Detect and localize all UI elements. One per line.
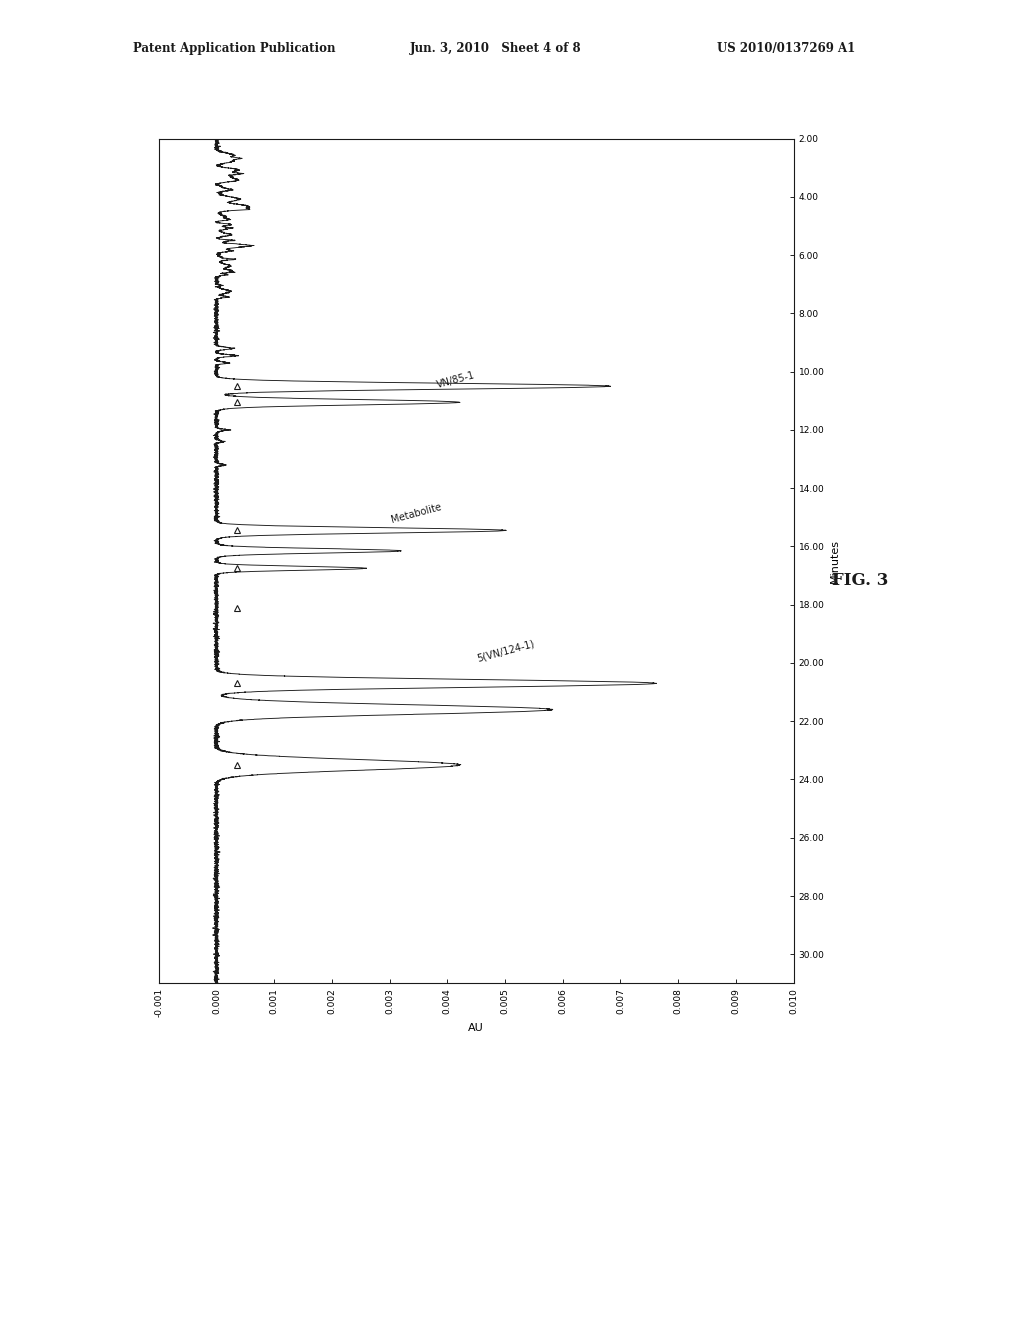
- Text: FIG. 3: FIG. 3: [831, 573, 889, 589]
- Text: US 2010/0137269 A1: US 2010/0137269 A1: [717, 42, 855, 55]
- Text: Patent Application Publication: Patent Application Publication: [133, 42, 336, 55]
- Text: VN/85-1: VN/85-1: [436, 371, 476, 391]
- Y-axis label: Minutes: Minutes: [829, 539, 840, 583]
- Text: 5(VN/124-1): 5(VN/124-1): [476, 639, 536, 664]
- Text: Jun. 3, 2010   Sheet 4 of 8: Jun. 3, 2010 Sheet 4 of 8: [410, 42, 582, 55]
- Text: Metabolite: Metabolite: [389, 502, 442, 524]
- X-axis label: AU: AU: [468, 1023, 484, 1034]
